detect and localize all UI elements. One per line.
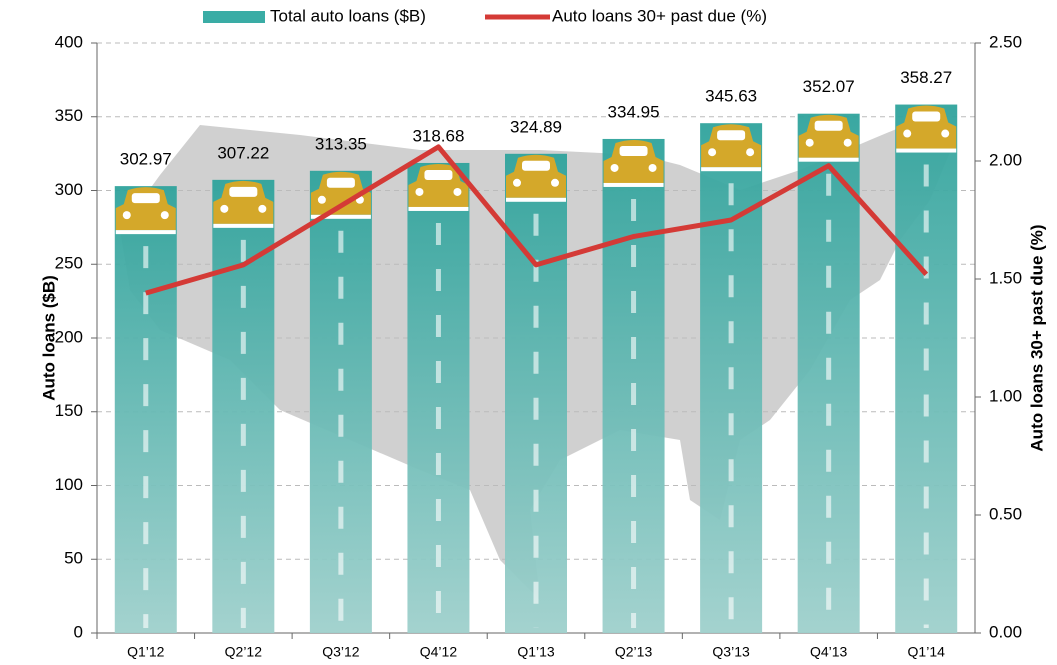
car-bumper (896, 148, 957, 153)
data-label: 334.95 (608, 102, 660, 121)
car-window (619, 145, 648, 156)
car-light (610, 163, 619, 172)
x-tick-label: Q3’13 (712, 644, 750, 660)
data-label: 345.63 (705, 87, 757, 106)
y2-tick-label: 1.00 (989, 386, 1022, 405)
car-body (310, 171, 371, 215)
car-bumper (506, 197, 566, 202)
car-window (522, 160, 550, 171)
car-icon (798, 114, 859, 162)
data-label: 352.07 (803, 77, 855, 96)
car-icon (896, 105, 957, 153)
x-tick-label: Q1’14 (908, 644, 946, 660)
car-window (326, 177, 355, 188)
x-tick-label: Q2’12 (225, 644, 263, 660)
car-icon (603, 139, 664, 187)
car-light (317, 195, 326, 204)
y-tick-label: 350 (55, 106, 83, 125)
car-light (220, 204, 229, 213)
car-bumper (798, 157, 859, 162)
car-light (903, 129, 912, 138)
y2-tick-label: 0.50 (989, 504, 1022, 523)
x-tick-label: Q2’13 (615, 644, 653, 660)
y-tick-label: 200 (55, 327, 83, 346)
car-window (131, 193, 160, 204)
car-bumper (310, 214, 371, 219)
car-icon (213, 180, 274, 228)
car-window (229, 186, 258, 197)
y2-axis-title: Auto loans 30+ past due (%) (1027, 224, 1046, 451)
car-light (551, 178, 559, 187)
car-icon (408, 163, 469, 211)
car-bumper (115, 230, 176, 235)
y2-tick-label: 0.00 (989, 622, 1022, 641)
x-tick-label: Q1’13 (517, 644, 555, 660)
car-icon (701, 124, 762, 172)
car-body (798, 114, 859, 158)
car-icon (310, 171, 371, 219)
car-icon (506, 154, 566, 202)
car-window (814, 120, 843, 131)
car-bumper (603, 182, 664, 187)
car-light (805, 138, 814, 147)
legend-label: Total auto loans ($B) (270, 6, 426, 25)
car-light (415, 187, 424, 196)
car-light (941, 129, 950, 138)
car-light (708, 148, 717, 157)
y2-tick-label: 2.00 (989, 150, 1022, 169)
legend-label: Auto loans 30+ past due (%) (552, 6, 767, 25)
car-body (506, 154, 566, 198)
y-tick-label: 100 (55, 475, 83, 494)
car-icon (115, 187, 176, 235)
x-tick-label: Q1’12 (127, 644, 165, 660)
car-light (122, 211, 131, 220)
car-light (453, 187, 462, 196)
car-bumper (408, 206, 469, 211)
y2-tick-label: 1.50 (989, 268, 1022, 287)
car-window (424, 169, 453, 180)
car-bumper (213, 223, 274, 228)
data-label: 307.22 (217, 143, 269, 162)
y-axis-title: Auto loans ($B) (39, 275, 58, 401)
car-light (160, 211, 169, 220)
data-label: 358.27 (900, 68, 952, 87)
car-bumper (701, 167, 762, 172)
car-body (896, 105, 957, 149)
y-tick-label: 300 (55, 180, 83, 199)
data-label: 313.35 (315, 134, 367, 153)
car-body (408, 163, 469, 207)
car-window (717, 130, 746, 141)
x-tick-label: Q4’13 (810, 644, 848, 660)
y-tick-label: 400 (55, 32, 83, 51)
y-tick-label: 150 (55, 401, 83, 420)
car-body (701, 124, 762, 168)
legend-swatch (203, 11, 265, 23)
y2-tick-label: 2.50 (989, 32, 1022, 51)
car-light (258, 204, 267, 213)
y-tick-label: 250 (55, 254, 83, 273)
car-light (843, 138, 852, 147)
car-light (648, 163, 657, 172)
y-tick-label: 50 (64, 549, 83, 568)
y-tick-label: 0 (74, 622, 83, 641)
x-tick-label: Q4’12 (420, 644, 458, 660)
car-light (513, 178, 521, 187)
car-body (115, 187, 176, 231)
line-series (145, 144, 929, 296)
data-label: 302.97 (120, 150, 172, 169)
car-body (213, 180, 274, 224)
x-tick-label: Q3’12 (322, 644, 360, 660)
car-window (912, 111, 941, 122)
car-light (746, 148, 755, 157)
data-label: 318.68 (412, 126, 464, 145)
data-label: 324.89 (510, 117, 562, 136)
car-body (603, 139, 664, 183)
